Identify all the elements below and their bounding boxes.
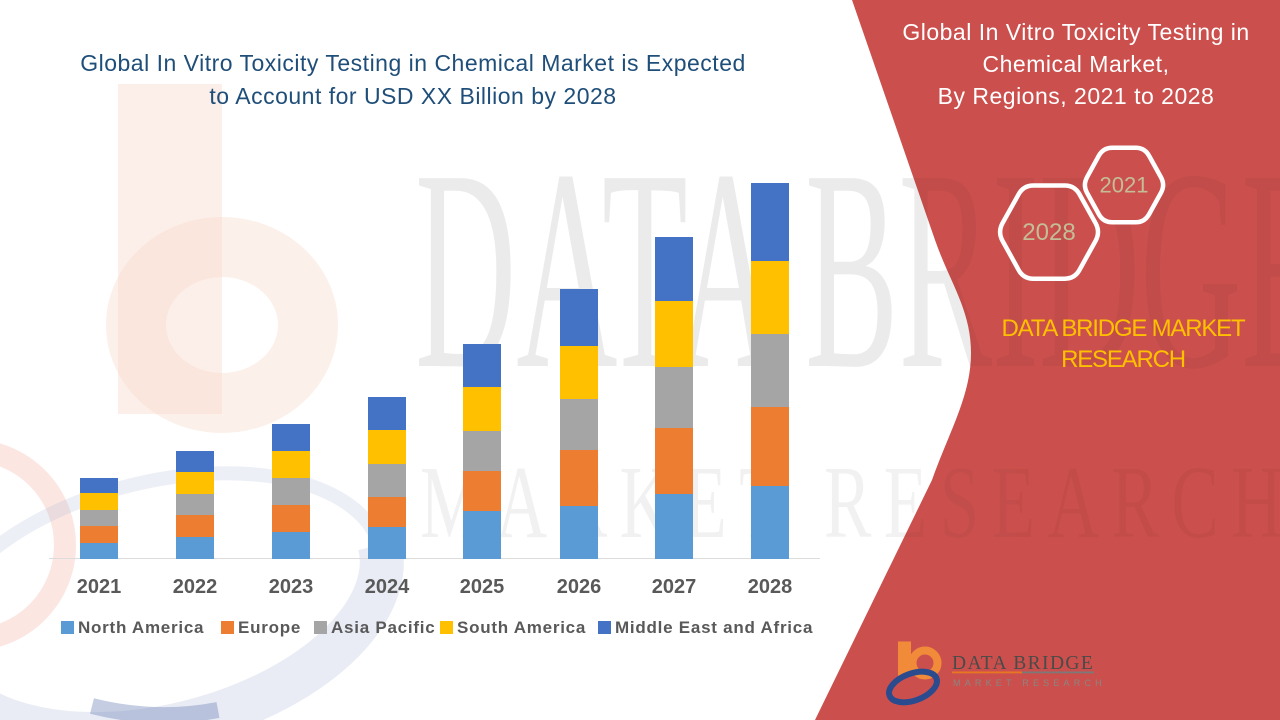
- svg-text:2021: 2021: [1100, 173, 1149, 198]
- svg-text:MARKET RESEARCH: MARKET RESEARCH: [420, 445, 1280, 560]
- svg-text:DATA BRIDGE: DATA BRIDGE: [952, 653, 1094, 674]
- svg-text:2028: 2028: [1022, 219, 1075, 246]
- svg-text:DATA BRIDGE: DATA BRIDGE: [415, 111, 1280, 429]
- svg-text:MARKET RESEARCH: MARKET RESEARCH: [953, 678, 1106, 688]
